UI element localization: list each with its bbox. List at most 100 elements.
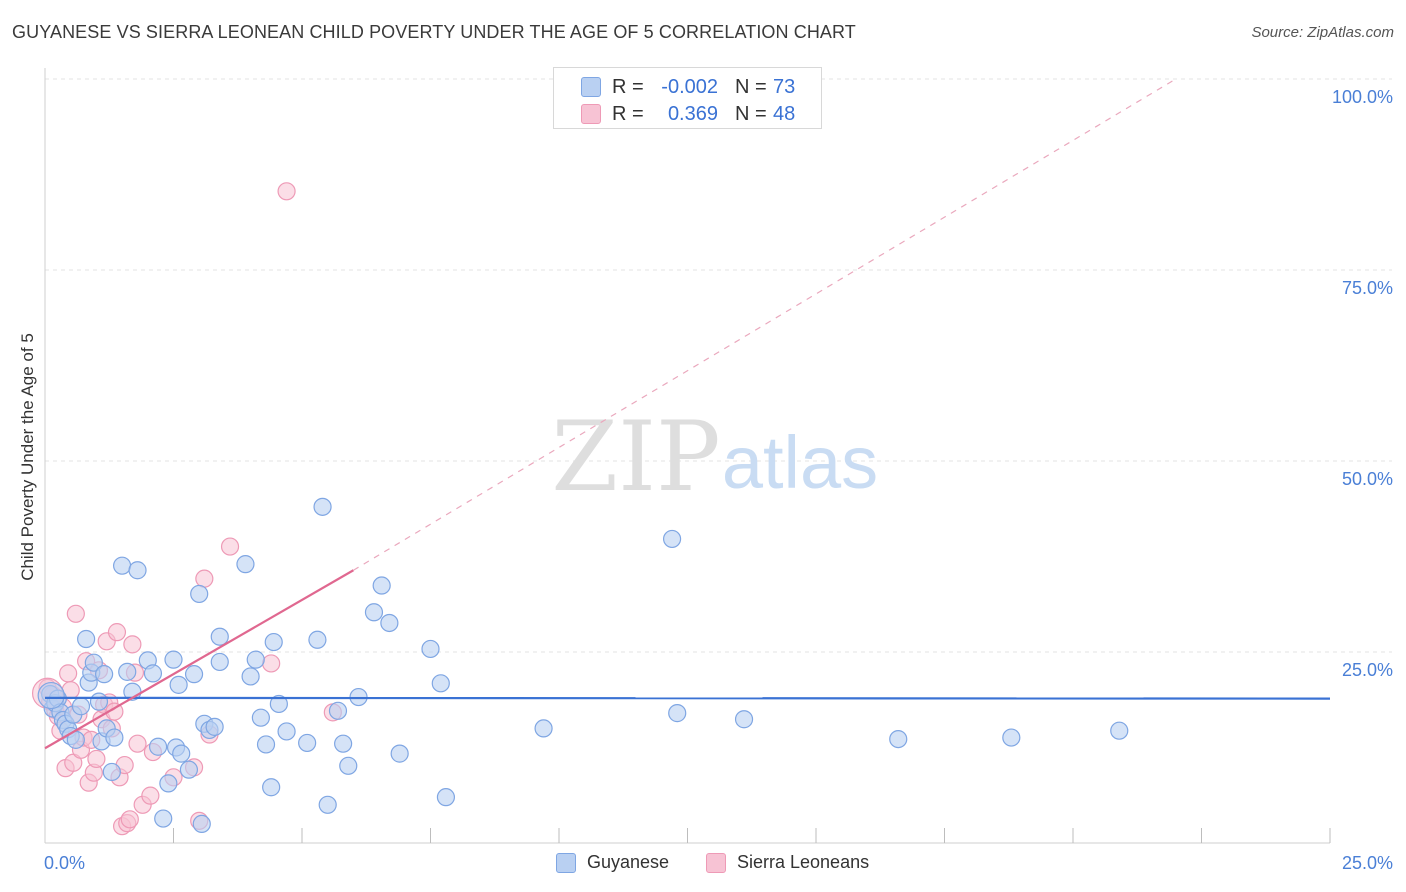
r-value: 0.369 [667,102,718,125]
y-tick-label: 25.0% [1342,660,1393,680]
guyanese-point [334,734,353,753]
guyanese-point [236,555,255,574]
chart-title: GUYANESE VS SIERRA LEONEAN CHILD POVERTY… [12,22,856,42]
guyanese-point [184,665,204,684]
guyanese-point [277,722,296,741]
guyanese-point [128,561,147,580]
guyanese-point [84,653,103,672]
tick-labels: 25.0% 50.0% 75.0% 100.0% 0.0% 25.0% [44,87,1393,873]
guyanese-point [372,576,391,595]
guyanese-point [102,762,121,782]
guyanese-point [179,760,199,779]
guyanese-point [192,814,211,834]
guyanese-point [105,728,124,747]
guyanese-point [390,744,409,763]
y-tick-label: 50.0% [1342,469,1393,489]
guyanese-point [298,733,317,753]
guyanese-point [339,756,358,775]
watermark: ZIP atlas [551,401,878,513]
sierra-leonean-trend-extension [353,78,1177,571]
guyanese-point [169,675,188,694]
guyanese-point [269,694,288,714]
n-label: N = [735,75,767,98]
guyanese-point [210,652,229,672]
guyanese-point [308,630,327,649]
sierra-leonean-point [59,664,78,683]
guyanese-trend-line [44,696,1331,700]
y-tick-label: 75.0% [1342,278,1393,298]
legend-label-sierra-leoneans: Sierra Leoneans [737,852,870,872]
guyanese-point [77,629,96,649]
guyanese-points [37,497,1129,834]
watermark-zip: ZIP [551,401,720,513]
sierra-leonean-point [262,654,281,673]
r-label: R = [612,75,644,98]
guyanese-point [159,774,178,793]
x-tick-label: 0.0% [44,853,85,873]
guyanese-point [251,708,270,727]
guyanese-point [241,667,260,686]
sierra-leonean-point [105,702,124,721]
guyanese-point [246,650,265,669]
guyanese-point [95,665,114,684]
guyanese-point [89,692,109,711]
sierra-leonean-point [277,182,296,201]
guyanese-point [668,704,687,723]
legend-item-guyanese[interactable]: Guyanese [556,852,669,873]
sierra-leonean-point [195,569,214,588]
legend-swatch-guyanese [556,852,576,873]
guyanese-point [264,632,283,652]
guyanese-point [112,556,132,575]
guyanese-point [380,613,399,633]
n-value: 73 [773,75,796,98]
guyanese-point [190,584,209,604]
guyanese-point [364,603,384,622]
guyanese-point [118,662,137,681]
source-label: Source: ZipAtlas.com [1251,24,1394,41]
guyanese-point [1110,721,1129,740]
guyanese-point [662,529,682,549]
guyanese-point [71,697,91,716]
legend-label-guyanese: Guyanese [587,852,670,872]
legend-swatch-sierra-leoneans [581,104,601,124]
guyanese-point [734,710,754,729]
sierra-leonean-point [120,810,139,829]
y-axis-label: Child Poverty Under the Age of 5 [18,333,37,581]
guyanese-point [1002,728,1021,747]
legend-swatch-guyanese [581,77,601,97]
guyanese-point [205,717,224,736]
guyanese-point [154,809,173,828]
guyanese-point [164,650,183,669]
guyanese-point [143,664,163,683]
guyanese-point [172,744,191,763]
legend-item-sierra-leoneans[interactable]: Sierra Leoneans [706,852,869,873]
sierra-leonean-point [128,734,147,753]
sierra-leonean-point [123,635,142,654]
r-value: -0.002 [661,75,718,98]
sierra-leonean-point [66,604,85,623]
watermark-atlas: atlas [722,421,878,504]
sierra-leonean-point [107,623,127,642]
guyanese-point [148,737,168,756]
n-label: N = [735,102,767,125]
x-tick-label: 25.0% [1342,853,1393,873]
guyanese-point [262,778,281,797]
sierra-leonean-trend-line [44,569,354,750]
correlation-legend: R = -0.002 N = 73 R = 0.369 N = 48 [553,67,822,129]
legend-swatch-sierra-leoneans [706,852,726,873]
guyanese-point [256,735,276,754]
guyanese-point [313,497,332,516]
y-tick-label: 100.0% [1332,87,1393,107]
guyanese-point [421,639,440,659]
guyanese-point [37,681,65,710]
sierra-leonean-point [87,749,106,769]
guyanese-point [534,719,553,738]
axes [44,68,1331,844]
guyanese-point [328,701,348,720]
guyanese-point [436,788,456,807]
guyanese-point [318,795,337,814]
trend-lines [44,78,1331,750]
guyanese-point [210,627,229,646]
guyanese-point [431,674,450,693]
